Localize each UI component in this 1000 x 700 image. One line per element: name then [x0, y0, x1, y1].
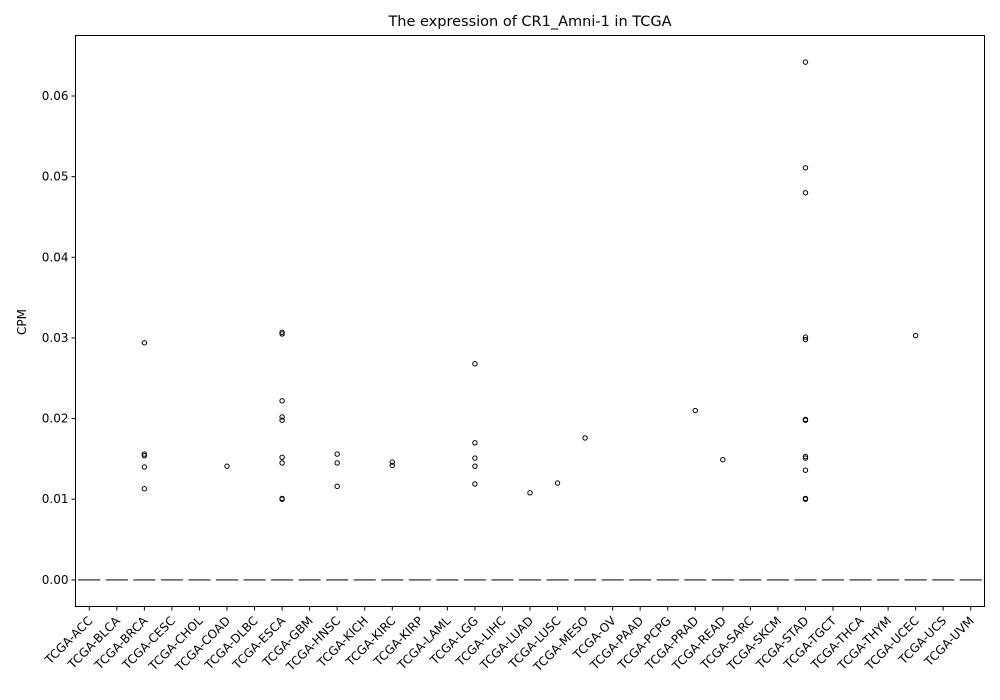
outlier-point [334, 451, 340, 457]
outlier-point [141, 451, 148, 457]
outlier-point [334, 483, 340, 490]
outlier-point [472, 463, 478, 469]
outlier-point [802, 467, 809, 473]
chart-title: The expression of CR1_Amni-1 in TCGA [387, 14, 671, 30]
outlier-point [389, 462, 395, 469]
plot-frame [75, 35, 985, 607]
y-tick-label: 0.06 [42, 89, 69, 103]
outlier-point [802, 59, 809, 65]
y-tick-label: 0.05 [42, 170, 69, 184]
outlier-point [692, 407, 698, 414]
outlier-point [472, 361, 478, 367]
outlier-point [472, 440, 478, 446]
outlier-point [279, 414, 285, 420]
outlier-point [472, 481, 478, 487]
outlier-point [279, 454, 285, 460]
outlier-point [279, 496, 285, 502]
outlier-point [334, 460, 340, 466]
outlier-point [279, 460, 285, 466]
outlier-point [279, 417, 285, 423]
outlier-point [472, 455, 478, 461]
x-axis: TCGA-ACCTCGA-BLCATCGA-BRCATCGA-CESCTCGA-… [42, 606, 977, 675]
outlier-point [279, 331, 285, 337]
y-tick-label: 0.04 [42, 250, 69, 264]
outlier-point [582, 435, 588, 441]
outlier-point [720, 457, 726, 463]
y-tick-label: 0.00 [42, 573, 69, 587]
y-axis-label: CPM [15, 309, 29, 335]
outlier-point [527, 490, 533, 496]
outlier-point [389, 459, 395, 465]
outlier-point [141, 464, 148, 470]
y-axis: 0.00 0.01 0.02 0.03 0.04 0.05 0.06 [42, 89, 76, 587]
outlier-point [279, 329, 285, 335]
outlier-point [802, 453, 809, 460]
outlier-point [802, 336, 809, 343]
outlier-point [802, 417, 809, 423]
outlier-point [224, 463, 230, 469]
outlier-point [802, 334, 809, 340]
outlier-point [802, 165, 809, 171]
outlier-point [141, 340, 148, 346]
outlier-point [912, 332, 919, 339]
outlier-point [554, 480, 561, 486]
outlier-point [279, 398, 285, 404]
outlier-point [802, 190, 809, 196]
outlier-point [141, 452, 148, 459]
y-tick-label: 0.02 [42, 412, 69, 426]
y-tick-label: 0.01 [42, 492, 69, 506]
outlier-point [141, 486, 148, 492]
y-tick-label: 0.03 [42, 331, 69, 345]
plot-marks [78, 59, 982, 581]
outlier-point [802, 496, 809, 502]
outlier-point [802, 455, 809, 461]
